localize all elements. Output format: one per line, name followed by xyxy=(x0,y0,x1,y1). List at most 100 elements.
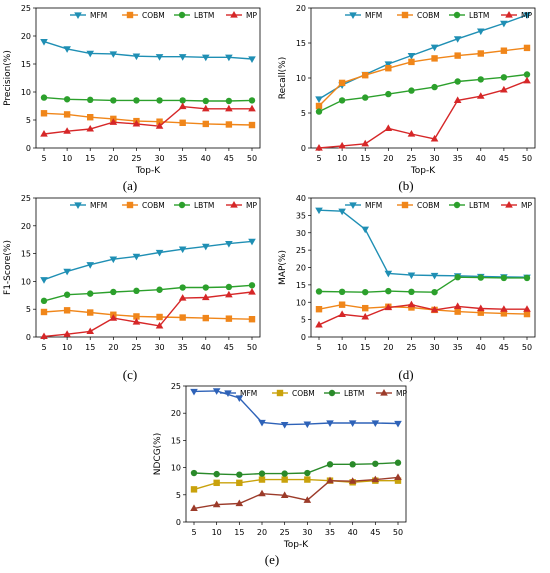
data-point xyxy=(500,74,508,81)
data-point xyxy=(371,420,380,427)
data-point xyxy=(202,314,209,322)
series-line xyxy=(318,80,528,149)
data-point xyxy=(315,306,323,313)
data-point xyxy=(338,208,346,216)
x-tick-label: 45 xyxy=(370,528,380,537)
x-tick-label: 40 xyxy=(348,528,358,537)
caption-a: (a) xyxy=(122,178,138,193)
legend-label: COBM xyxy=(417,201,440,210)
chart-panel-b: 5 10 15 20 25 30 35 40 45 50 0 5 10 15 20 Recall(%) Top-… xyxy=(275,0,550,178)
y-axis-label: NDCG(%) xyxy=(153,433,163,476)
data-point xyxy=(225,283,233,291)
data-point xyxy=(476,92,485,99)
data-point xyxy=(86,327,95,335)
y-tick-label: 15 xyxy=(21,60,31,69)
data-point xyxy=(201,293,210,301)
legend-label: MP xyxy=(246,201,257,210)
legend-label: COBM xyxy=(142,11,165,20)
data-point xyxy=(477,50,484,57)
data-point xyxy=(133,97,140,104)
data-point xyxy=(235,395,244,402)
data-point xyxy=(202,284,209,291)
data-point xyxy=(408,288,415,296)
data-point xyxy=(156,286,163,293)
legend-label: MP xyxy=(521,201,532,210)
series-mp xyxy=(40,287,256,340)
series-mp xyxy=(40,102,256,137)
data-point xyxy=(225,121,233,128)
data-point xyxy=(394,459,402,466)
y-axis-label: Recall(%) xyxy=(278,57,288,99)
data-point xyxy=(408,87,415,94)
legend-marker xyxy=(230,11,238,18)
data-point xyxy=(212,500,221,508)
x-tick-label: 25 xyxy=(131,343,141,352)
data-point xyxy=(338,97,346,104)
data-point xyxy=(523,274,531,282)
data-point xyxy=(362,288,369,296)
data-point xyxy=(326,476,334,484)
data-point xyxy=(225,240,233,248)
data-point xyxy=(133,313,140,320)
y-tick-label: 20 xyxy=(21,222,31,231)
data-point xyxy=(201,243,210,251)
data-point xyxy=(338,310,346,318)
data-point xyxy=(86,50,95,58)
data-point xyxy=(155,54,164,61)
data-point xyxy=(248,282,256,289)
x-tick-label: 35 xyxy=(453,343,463,352)
y-tick-label: 5 xyxy=(301,316,306,325)
x-tick-label: 30 xyxy=(154,154,164,163)
series-mfm xyxy=(40,238,256,284)
x-tick-label: 40 xyxy=(201,343,211,352)
data-point xyxy=(431,55,438,62)
series-line xyxy=(193,462,399,476)
y-tick-label: 0 xyxy=(26,144,31,153)
series-lbtm xyxy=(315,71,531,115)
data-point xyxy=(338,288,346,296)
legend: MFM COBM LBTM MP xyxy=(70,201,257,210)
chart-svg: 5 10 15 20 25 30 35 40 45 50 0 5 10 15 20 25 NDCG(%) Top-… xyxy=(153,382,407,550)
series-lbtm xyxy=(315,274,531,296)
data-point xyxy=(361,226,370,234)
series-mp xyxy=(190,473,402,511)
y-tick-label: 30 xyxy=(296,229,306,238)
series-line xyxy=(43,284,253,302)
data-point xyxy=(213,479,220,487)
data-point xyxy=(500,47,508,54)
data-point xyxy=(87,290,94,297)
data-point xyxy=(155,249,164,257)
data-point xyxy=(430,134,439,142)
data-point xyxy=(63,307,71,314)
data-point xyxy=(361,312,370,320)
data-point xyxy=(132,119,141,127)
plot-frame xyxy=(35,197,261,338)
y-tick-label: 15 xyxy=(296,39,306,48)
data-point xyxy=(281,470,288,477)
data-point xyxy=(248,56,256,63)
data-point xyxy=(258,419,266,427)
series-line xyxy=(193,478,398,491)
data-point xyxy=(178,246,187,254)
data-point xyxy=(407,130,416,137)
data-point xyxy=(384,124,393,131)
data-point xyxy=(500,305,508,312)
data-point xyxy=(303,496,312,503)
y-tick-label: 15 xyxy=(21,250,31,259)
data-point xyxy=(133,287,140,295)
legend-marker xyxy=(74,12,82,19)
data-point xyxy=(202,97,209,105)
series-lbtm xyxy=(40,94,256,105)
data-point xyxy=(500,20,508,28)
legend-label: MP xyxy=(521,11,532,20)
data-point xyxy=(110,97,117,104)
y-tick-label: 20 xyxy=(296,264,306,273)
x-tick-label: 50 xyxy=(247,154,257,163)
x-tick-label: 40 xyxy=(476,154,486,163)
data-point xyxy=(476,28,485,36)
chart-svg: 5 10 15 20 25 30 35 40 45 50 0 5 10 15 20 25 Precision(%… xyxy=(3,4,261,176)
data-point xyxy=(453,302,462,310)
chart-panel-c: 5 10 15 20 25 30 35 40 45 50 0 5 10 15 20 25 F1-Score(%)… xyxy=(0,190,275,367)
data-point xyxy=(407,272,416,280)
